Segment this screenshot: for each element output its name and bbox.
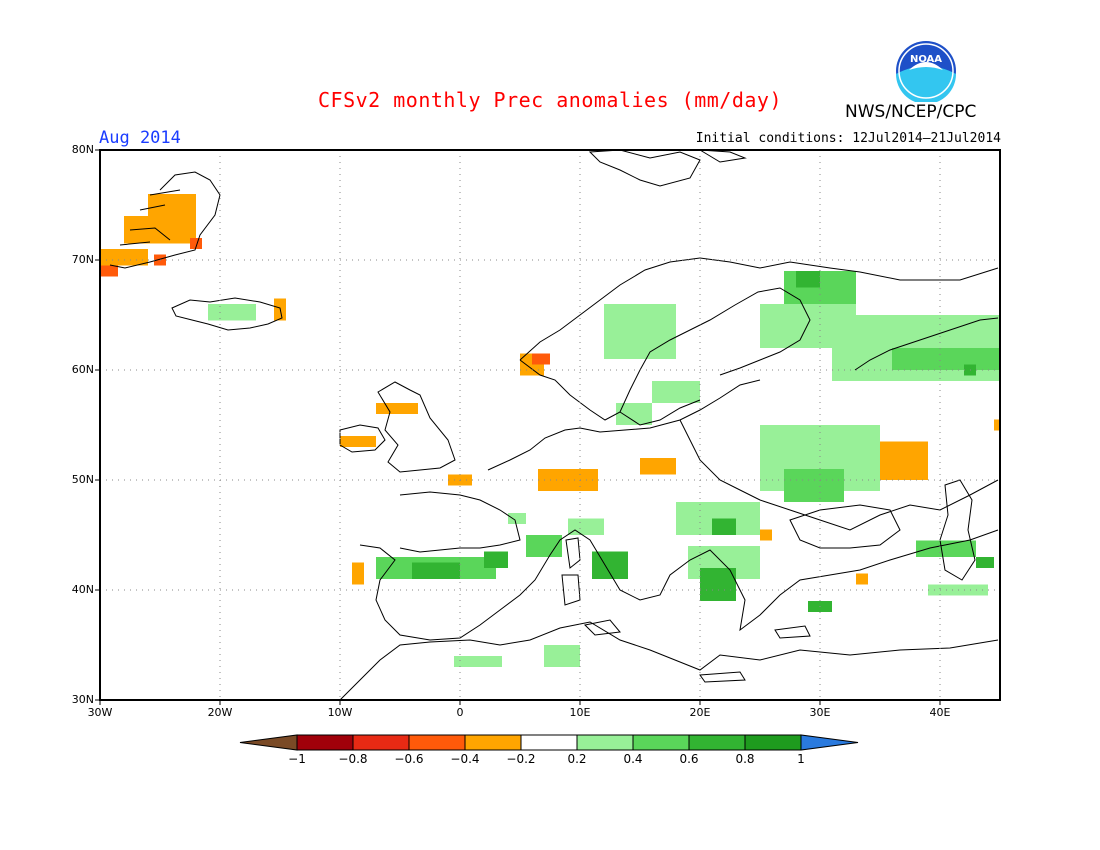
colorbar-label: 0.8	[735, 752, 755, 766]
map-frame	[99, 149, 1001, 701]
anomaly-cell	[340, 436, 376, 447]
lat-label: 30N	[71, 693, 94, 706]
colorbar-label: 0.4	[623, 752, 643, 766]
anomaly-cell	[532, 353, 550, 365]
anomaly-cell	[784, 469, 844, 502]
chart-title: CFSv2 monthly Prec anomalies (mm/day)	[317, 88, 783, 112]
colorbar-label: 0.6	[679, 752, 699, 766]
colorbar-segment	[296, 734, 354, 751]
colorbar-segment	[408, 734, 466, 751]
colorbar-label: −0.6	[394, 752, 424, 766]
anomaly-cell	[700, 568, 736, 601]
anomaly-cell	[796, 271, 820, 288]
colorbar-segment	[352, 734, 410, 751]
gridlines	[100, 150, 1000, 700]
anomaly-cell	[544, 645, 580, 667]
anomaly-cell	[484, 551, 508, 568]
lon-label: 0	[456, 706, 464, 719]
lon-label: 30W	[87, 706, 113, 719]
colorbar-label: 0.2	[567, 752, 587, 766]
agency-label: NWS/NCEP/CPC	[845, 102, 977, 122]
anomaly-cell	[652, 381, 700, 403]
anomaly-cell	[976, 557, 994, 568]
lon-label: 20W	[207, 706, 233, 719]
anomaly-cell	[592, 551, 628, 579]
colorbar-label: −0.4	[450, 752, 480, 766]
initial-conditions-label: Initial conditions: 12Jul2014—21Jul2014	[695, 131, 1001, 146]
lat-label: 70N	[71, 253, 94, 266]
anomaly-cell	[190, 238, 202, 249]
anomaly-cell	[604, 304, 676, 359]
anomaly-cell	[880, 441, 928, 480]
anomaly-patches	[100, 194, 1000, 667]
lon-label: 30E	[809, 706, 831, 719]
lon-label: 20E	[689, 706, 711, 719]
colorbar-label: −0.2	[506, 752, 536, 766]
anomaly-cell	[100, 249, 148, 266]
lon-label: 10E	[569, 706, 591, 719]
anomaly-cell	[916, 540, 976, 557]
colorbar-segment	[520, 734, 578, 751]
colorbar-high-arrow	[800, 734, 859, 751]
noaa-logo: NOAA	[895, 40, 957, 104]
anomaly-cell	[100, 265, 118, 277]
colorbar-label: −1	[288, 752, 306, 766]
lat-label: 60N	[71, 363, 94, 376]
anomaly-cell	[892, 348, 1000, 370]
anomaly-cell	[856, 573, 868, 585]
anomaly-cell	[994, 419, 1000, 431]
lat-label: 80N	[71, 143, 94, 156]
colorbar-segment	[464, 734, 522, 751]
anomaly-cell	[208, 304, 256, 321]
colorbar-segment	[576, 734, 634, 751]
anomaly-cell	[508, 513, 526, 524]
lat-label: 50N	[71, 473, 94, 486]
colorbar-label: −0.8	[338, 752, 368, 766]
colorbar	[239, 734, 859, 751]
anomaly-cell	[712, 518, 736, 535]
colorbar-segment	[744, 734, 802, 751]
anomaly-cell	[526, 535, 562, 557]
anomaly-cell	[412, 562, 460, 579]
anomaly-cell	[568, 518, 604, 535]
colorbar-low-arrow	[239, 734, 298, 751]
anomaly-cell	[454, 656, 502, 667]
colorbar-segment	[632, 734, 690, 751]
svg-text:NOAA: NOAA	[910, 54, 942, 65]
lon-label: 10W	[327, 706, 353, 719]
coastlines	[109, 149, 999, 701]
anomaly-cell	[148, 194, 196, 216]
colorbar-segment	[688, 734, 746, 751]
month-label: Aug 2014	[99, 128, 181, 148]
anomaly-cell	[640, 458, 676, 475]
colorbar-label: 1	[797, 752, 805, 766]
anomaly-cell	[760, 529, 772, 541]
lat-label: 40N	[71, 583, 94, 596]
anomaly-cell	[352, 562, 364, 585]
anomaly-cell	[616, 403, 652, 425]
anomaly-cell	[394, 403, 418, 414]
lon-label: 40E	[929, 706, 951, 719]
